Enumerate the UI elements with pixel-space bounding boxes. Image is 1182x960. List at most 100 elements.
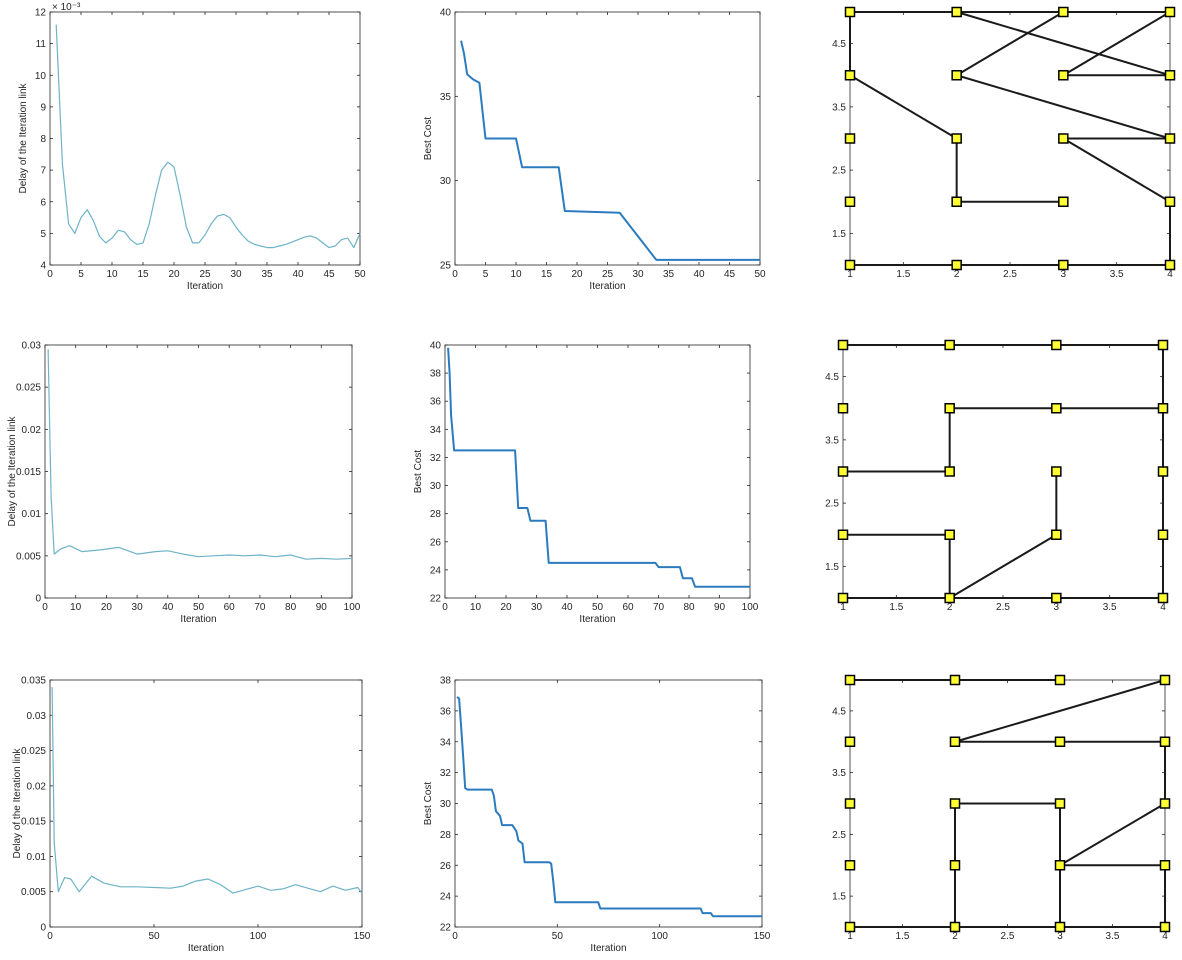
y-tick-label: 40 [430,341,442,352]
network-node [1051,592,1062,604]
x-tick-label: 70 [653,602,665,613]
x-tick-label: 20 [500,602,512,613]
y-tick-label: 0.015 [16,467,41,478]
y-tick-label: 30 [440,799,452,810]
y-tick-label: 0.005 [21,887,46,898]
x-tick-label: 4 [1167,269,1173,280]
network-node [1164,259,1176,271]
x-axis-label: Iteration [590,943,626,954]
x-tick-label: 90 [714,602,726,613]
network-node [1157,339,1169,351]
x-tick-label: 40 [561,602,573,613]
network-edge [1062,137,1171,203]
chart-panel-7: 0 50 100 150 0 0.005 0.01 0.015 0.02 0.025 0.03 0.0… [12,676,371,955]
network-node [844,133,856,144]
x-tick-label: 40 [693,269,705,280]
network-node [1051,339,1062,351]
y-axis-label: Delay of the Iteration link [12,747,23,858]
x-tick-label: 20 [101,602,113,613]
y-tick-label: 0.03 [22,341,42,352]
y-tick-label: 2.5 [825,499,839,510]
x-tick-label: 50 [354,269,366,280]
y-tick-label: 38 [430,369,442,380]
x-tick-label: 5 [78,269,84,280]
network-node [949,921,961,933]
network-node [944,403,955,414]
network-node [951,133,962,144]
x-tick-label: 25 [602,269,614,280]
y-tick-label: 4 [40,261,46,272]
x-tick-label: 0 [42,602,48,613]
y-tick-label: 36 [430,397,442,408]
network-node [1159,921,1171,933]
x-tick-label: 35 [663,269,675,280]
network-node [944,466,955,477]
network-node [1159,860,1171,871]
y-axis-label: Best Cost [423,782,434,826]
x-tick-label: 35 [261,269,273,280]
y-tick-label: 24 [430,565,442,576]
network-node [1164,70,1176,81]
y-tick-label: 0 [40,923,46,934]
x-tick-label: 2 [947,602,953,613]
y-tick-label: 7 [40,166,46,177]
y-tick-label: 32 [440,768,452,779]
x-tick-label: 80 [285,602,297,613]
y-tick-label: 26 [430,537,442,548]
y-tick-label: 30 [440,176,452,187]
y-tick-label: 36 [440,706,452,717]
network-node [844,736,856,747]
y-tick-label: 4.5 [832,39,846,50]
network-node [951,196,962,207]
delay-line [51,687,363,894]
y-tick-label: 0.01 [27,852,47,863]
network-node [1058,259,1069,271]
network-node [1051,403,1062,414]
y-tick-label: 3.5 [832,768,846,779]
network-node [944,339,955,351]
x-tick-label: 25 [199,269,211,280]
network-node [1159,736,1171,747]
x-tick-label: 2.5 [1003,269,1017,280]
y-tick-label: 0.005 [16,551,41,562]
x-tick-label: 100 [344,602,361,613]
network-node [844,6,856,18]
x-tick-label: 30 [132,602,144,613]
network-node [844,259,856,271]
y-tick-label: 30 [430,481,442,492]
x-tick-label: 150 [754,931,771,942]
y-tick-label: 12 [35,8,47,19]
x-tick-label: 1 [847,269,853,280]
y-tick-label: 8 [40,134,46,145]
network-node [1054,674,1066,686]
y-tick-label: 24 [440,892,452,903]
y-tick-label: 4.5 [825,372,839,383]
x-tick-label: 100 [651,931,668,942]
x-axis-label: Iteration [589,281,625,292]
network-node [1157,529,1169,540]
y-tick-label: 4.5 [832,706,846,717]
x-tick-label: 10 [70,602,82,613]
y-tick-label: 38 [440,676,452,687]
x-tick-label: 10 [470,602,482,613]
chart-panel-8: 0 50 100 150 22 24 26 28 30 32 34 36 38 Iteration Best… [423,676,771,955]
x-tick-label: 3 [1054,602,1060,613]
y-tick-label: 25 [440,261,452,272]
x-axis-label: Iteration [579,614,615,625]
y-tick-label: 0.02 [22,425,42,436]
x-tick-label: 0 [442,602,448,613]
x-tick-label: 40 [292,269,304,280]
network-node [844,70,856,81]
x-tick-label: 1.5 [896,931,910,942]
x-tick-label: 150 [354,931,371,942]
y-tick-label: 1.5 [832,229,846,240]
x-tick-label: 45 [323,269,335,280]
network-node [1159,798,1171,809]
network-node [951,70,962,81]
x-tick-label: 100 [250,931,267,942]
y-tick-label: 0 [35,594,41,605]
x-tick-label: 15 [541,269,553,280]
network-node [949,860,961,871]
y-tick-label: 0.02 [27,781,47,792]
delay-line [47,349,353,560]
